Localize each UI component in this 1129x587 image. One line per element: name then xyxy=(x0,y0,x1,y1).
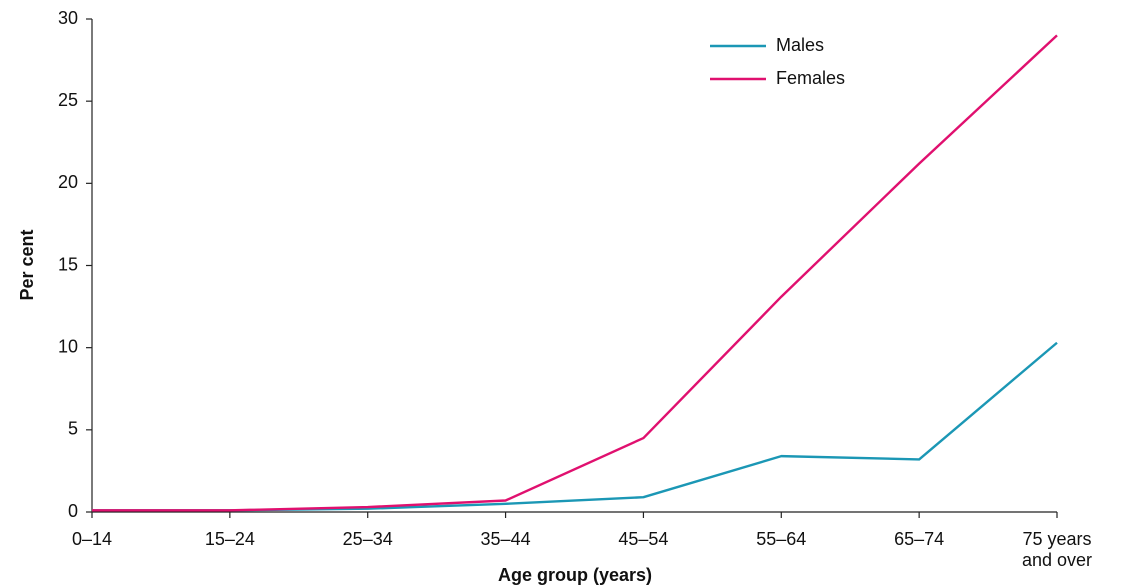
x-tick-label: 65–74 xyxy=(894,529,945,549)
y-tick-label: 25 xyxy=(58,90,78,110)
x-tick-label: 15–24 xyxy=(204,529,255,549)
y-tick-label: 10 xyxy=(58,336,78,356)
y-tick-label: 15 xyxy=(58,254,78,274)
x-tick-label: 35–44 xyxy=(480,529,531,549)
series-line xyxy=(92,34,1058,512)
y-tick-label: 30 xyxy=(58,8,78,28)
series-line xyxy=(92,341,1058,512)
y-tick-label: 5 xyxy=(68,419,78,439)
x-tick-label: 45–54 xyxy=(618,529,669,549)
x-tick-label: 25–34 xyxy=(342,529,393,549)
y-axis-label: Per cent xyxy=(17,229,37,300)
x-axis-label: Age group (years) xyxy=(498,565,652,585)
x-tick-label: 55–64 xyxy=(756,529,807,549)
x-tick-label: 75 years and over xyxy=(1021,529,1093,570)
legend-label: Males xyxy=(776,35,824,55)
x-tick-label: 0–14 xyxy=(71,529,113,549)
y-tick-label: 0 xyxy=(68,501,78,521)
legend-label: Females xyxy=(776,68,845,88)
y-tick-label: 20 xyxy=(58,172,78,192)
